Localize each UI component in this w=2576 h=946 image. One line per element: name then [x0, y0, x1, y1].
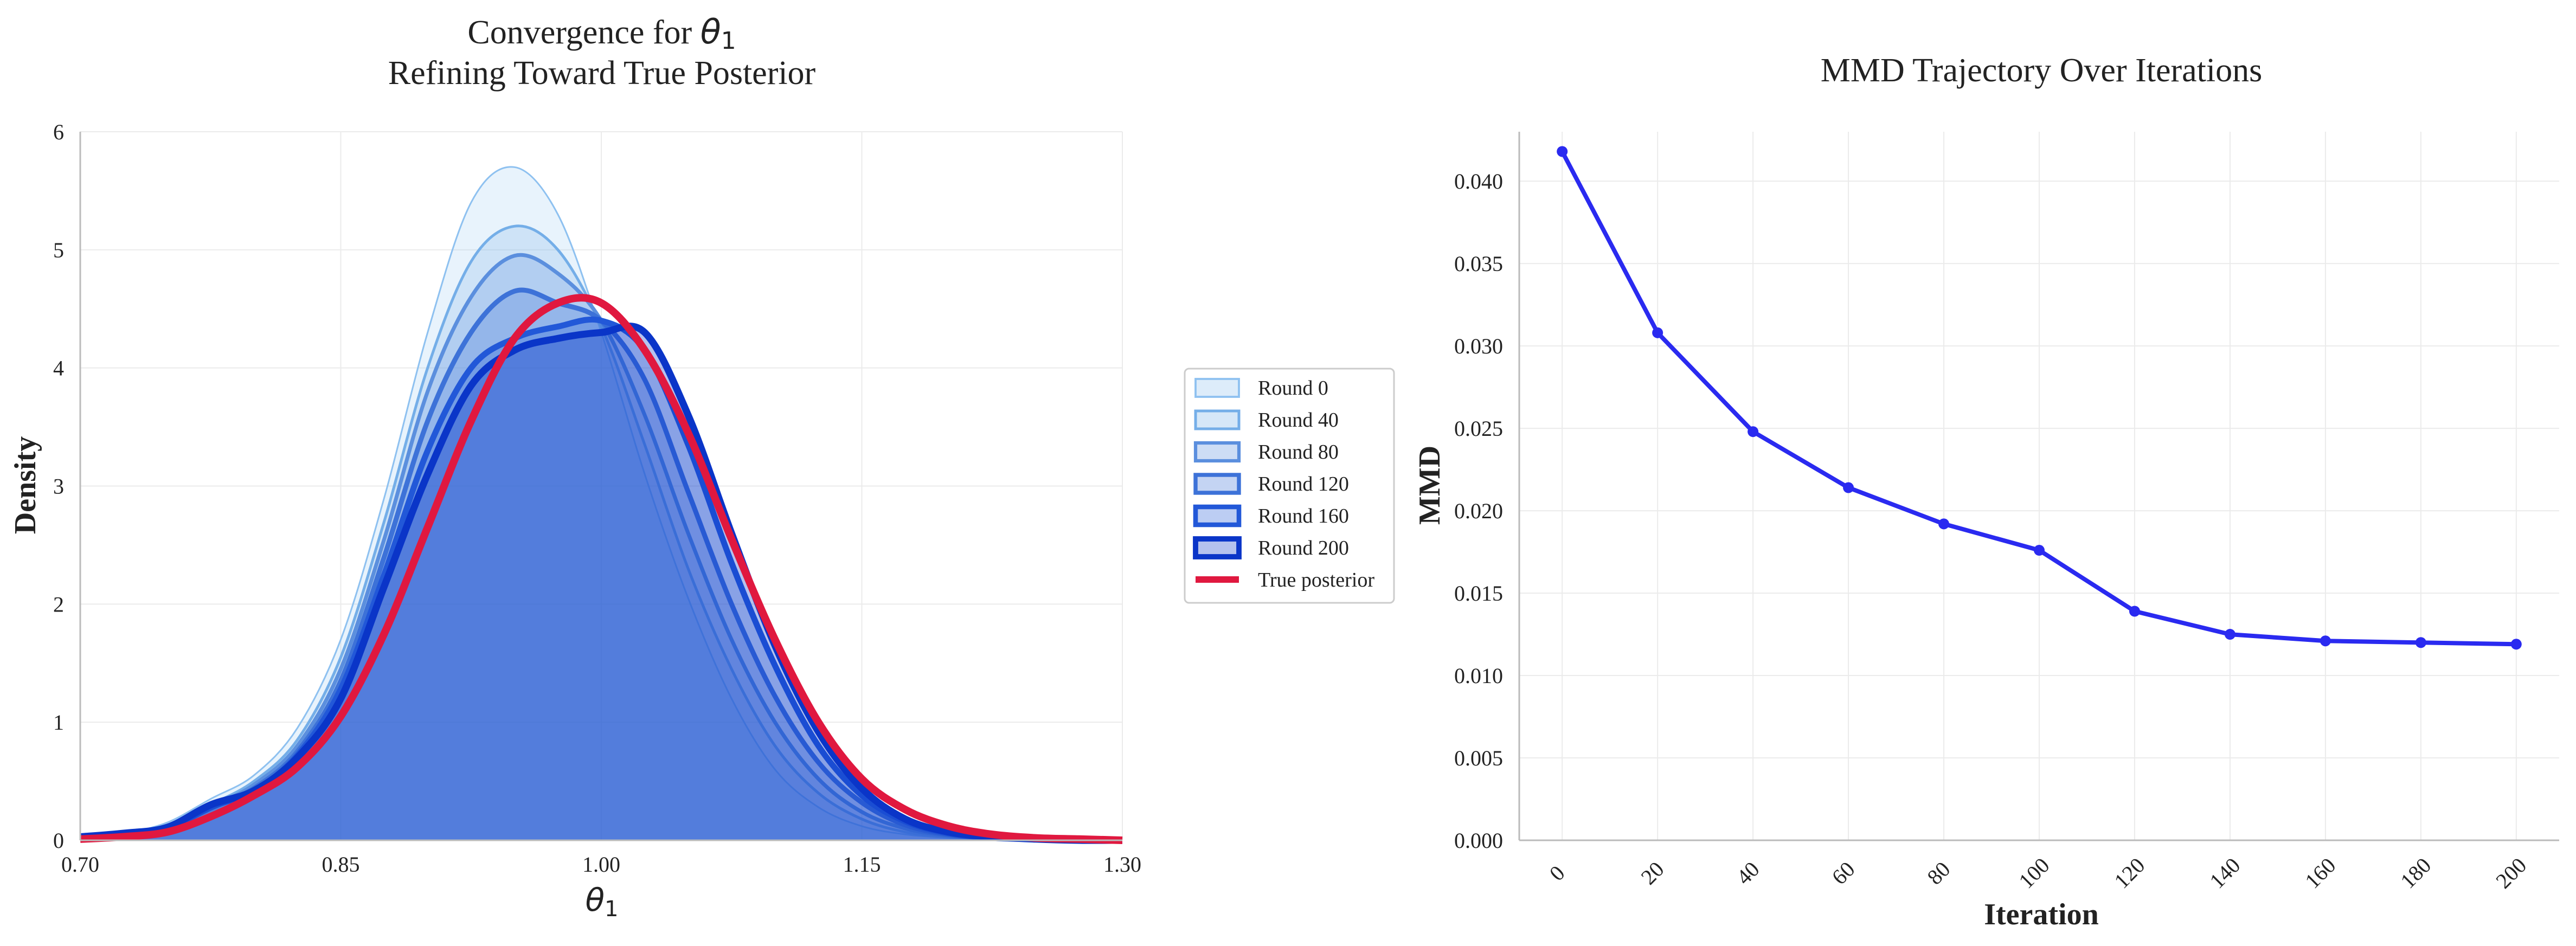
- y-tick-label: 4: [53, 356, 64, 381]
- legend-swatch: [1193, 473, 1241, 495]
- x-axis-label: Iteration: [1984, 898, 2099, 931]
- legend-label: Round 80: [1258, 441, 1339, 464]
- density-line-round-40: [80, 224, 1122, 842]
- y-tick-label: 0.015: [1454, 581, 1503, 606]
- legend-label: True posterior: [1258, 569, 1374, 591]
- density-areas: [80, 166, 1123, 844]
- y-tick-label: 0.020: [1454, 499, 1503, 523]
- x-tick-label: 1.30: [1103, 852, 1141, 877]
- mmd-point: [2224, 629, 2235, 640]
- density-line-true-posterior: [80, 294, 1123, 844]
- x-tick-label: 0: [1545, 860, 1570, 885]
- axes: 0.70 0.85 1.00 1.15 1.30 0 1 2 3 4 5 6: [53, 120, 1141, 877]
- y-tick-label: 0.025: [1454, 416, 1503, 441]
- mmd-point: [1938, 518, 1950, 530]
- y-tick-label: 5: [53, 238, 64, 262]
- mmd-point: [1748, 426, 1759, 437]
- y-axis-label: MMD: [1413, 446, 1447, 525]
- y-tick-label: 0.005: [1454, 746, 1503, 770]
- legend-label: Round 40: [1258, 409, 1339, 432]
- x-tick-label: 180: [2395, 853, 2436, 893]
- x-tick-label: 0.70: [61, 852, 99, 877]
- mmd-point: [2320, 635, 2331, 647]
- x-tick-label: 60: [1827, 857, 1859, 889]
- density-chart: Convergence for θ1 Refining Toward True …: [9, 12, 1141, 922]
- mmd-point: [1557, 146, 1568, 157]
- y-tick-label: 0.030: [1454, 334, 1503, 358]
- legend-items: Round 0 Round 40 Round 80 Round 120 Round 16…: [1193, 377, 1374, 591]
- mmd-point: [1652, 327, 1663, 338]
- chart-subtitle: Refining Toward True Posterior: [388, 55, 816, 92]
- mmd-series: [1557, 146, 2522, 650]
- density-line-round-200: [80, 323, 1123, 844]
- legend-label: Round 0: [1258, 377, 1328, 400]
- x-tick-label: 0.85: [322, 852, 360, 877]
- x-tick-label: 200: [2491, 853, 2531, 893]
- density-line-round-80: [80, 253, 1122, 842]
- y-axis-label: Density: [9, 436, 42, 534]
- grid: [1519, 132, 2559, 841]
- legend-swatch: [1193, 536, 1242, 559]
- x-tick-label: 80: [1922, 857, 1955, 889]
- x-tick-label: 120: [2109, 853, 2149, 893]
- legend-label: Round 200: [1258, 537, 1349, 559]
- chart-title: Convergence for θ1: [467, 12, 736, 55]
- chart-title: MMD Trajectory Over Iterations: [1821, 52, 2262, 89]
- mmd-point: [2034, 545, 2045, 556]
- y-tick-label: 2: [53, 592, 64, 616]
- x-tick-label: 40: [1732, 857, 1764, 889]
- density-fill-round-200: [80, 326, 1122, 841]
- x-tick-label: 100: [2014, 853, 2054, 893]
- legend: Round 0 Round 40 Round 80 Round 120 Round 16…: [1184, 368, 1395, 604]
- x-tick-label: 1.00: [582, 852, 620, 877]
- legend-swatch: [1194, 409, 1241, 430]
- mmd-point: [1843, 482, 1854, 493]
- legend-label: Round 120: [1258, 473, 1349, 495]
- y-tick-label: 0.000: [1454, 828, 1503, 853]
- x-tick-label: 140: [2205, 853, 2245, 893]
- y-tick-label: 6: [53, 120, 64, 144]
- x-tick-label: 160: [2300, 853, 2340, 893]
- mmd-point: [2415, 637, 2426, 648]
- y-tick-label: 1: [53, 710, 64, 735]
- y-tick-label: 3: [53, 474, 64, 499]
- y-tick-label: 0.010: [1454, 664, 1503, 688]
- axes: 0 20 40 60 80 100 120 140 160 180 200 0.000 0.005 0.0…: [1454, 132, 2559, 893]
- y-tick-label: 0: [53, 828, 64, 853]
- x-axis-label: θ1: [586, 881, 619, 922]
- legend-swatch: [1193, 441, 1241, 463]
- mmd-point: [2510, 639, 2522, 650]
- x-tick-label: 1.15: [843, 852, 881, 877]
- mmd-line-chart: MMD Trajectory Over Iterations 0 20 40 60 80…: [1413, 52, 2559, 931]
- legend-swatch: [1194, 378, 1240, 398]
- legend-swatch: [1193, 504, 1242, 527]
- mmd-point: [2129, 606, 2140, 617]
- x-tick-label: 20: [1636, 857, 1669, 889]
- density-line-round-0: [80, 166, 1122, 841]
- legend-label: Round 160: [1258, 505, 1349, 527]
- y-tick-label: 0.035: [1454, 252, 1503, 276]
- y-tick-label: 0.040: [1454, 169, 1503, 194]
